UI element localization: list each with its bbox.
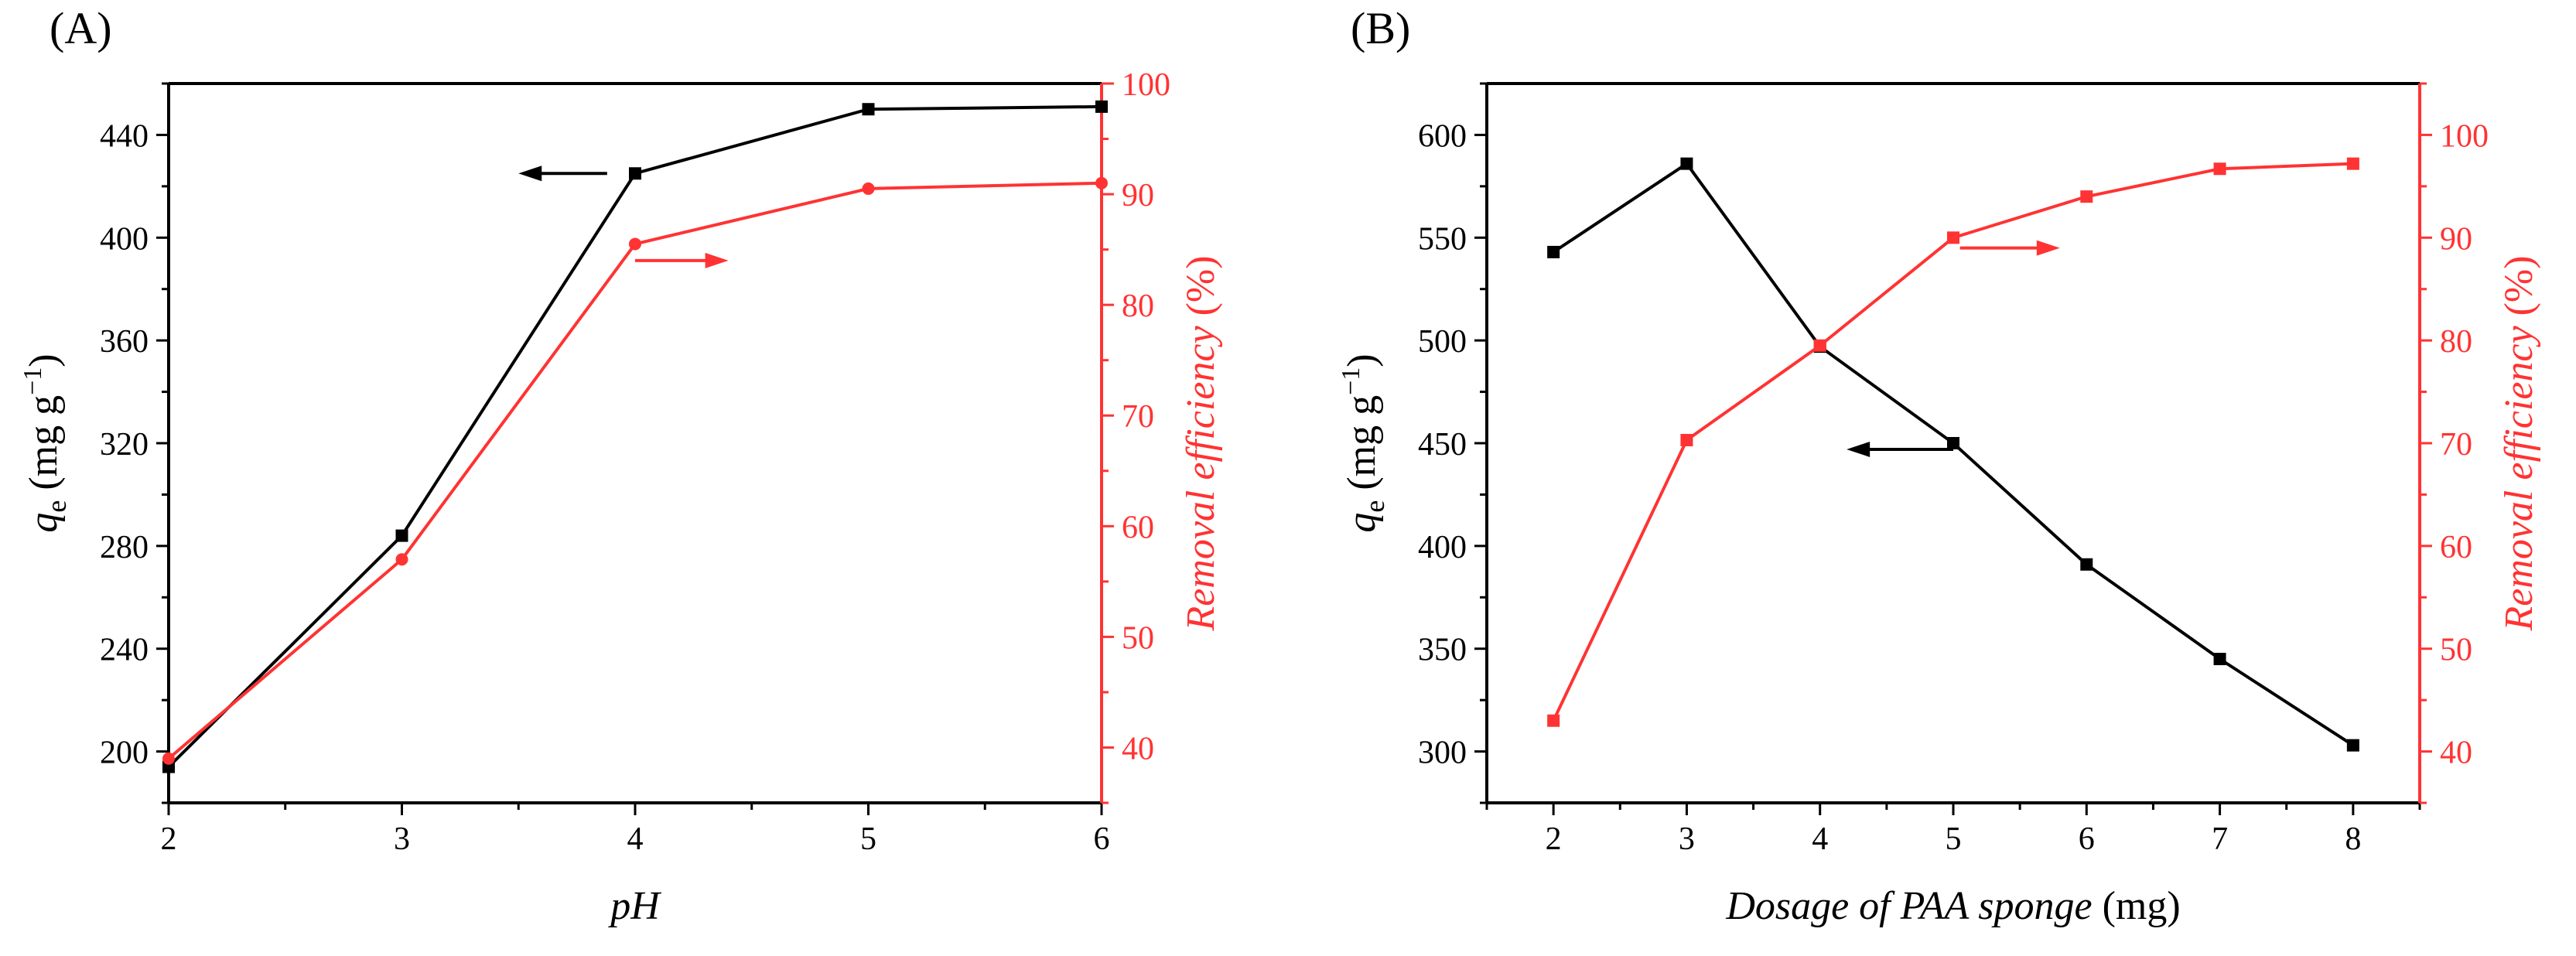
panel-b-y-left-tick-label: 600	[1418, 118, 1467, 154]
panel-a-y-left-axis-label: qe (mg g−1)	[19, 353, 72, 532]
panel-b-y-left-tick-label: 450	[1418, 427, 1467, 463]
panel-a-y-left-label-symbol: q	[22, 513, 66, 533]
panel-b-arrow-right-head	[2036, 240, 2060, 256]
panel-a-y-left-tick-label: 200	[100, 736, 149, 771]
panel-b-y-right-tick-label: 90	[2440, 221, 2472, 257]
panel-b-y-left-tick-label: 400	[1418, 530, 1467, 565]
panel-a-qe-point	[629, 167, 641, 180]
panel-b-y-left-tick-label: 300	[1418, 736, 1467, 771]
panel-b-y-left-label-sub: e	[1359, 500, 1390, 513]
panel-b-x-axis-label: Dosage of PAA sponge (mg)	[1725, 884, 2180, 928]
panel-b-y-left-axis-label: qe (mg g−1)	[1337, 353, 1390, 532]
panel-b-y-left-label-unit: (mg g	[1340, 395, 1384, 500]
panel-b-y-left-tick-label: 550	[1418, 221, 1467, 257]
panel-a-label: (A)	[50, 3, 112, 53]
panel-a-removal-point	[395, 553, 408, 566]
panel-a-arrow-right-head	[705, 252, 729, 268]
panel-b-removal-point	[1547, 714, 1560, 727]
panel-a-arrow-left-head	[518, 166, 542, 182]
panel-a-x-axis-label: pH	[607, 884, 661, 928]
panel-b-y-left-tick-label: 500	[1418, 324, 1467, 360]
panel-b-qe-point	[1947, 437, 1959, 449]
panel-a-removal-vs-ph: 2 3 4 5 6 200 240 280 320 360 400 440 40 50 60 70 80 90 10…	[19, 3, 1223, 928]
panel-a-y-left-tick-label: 240	[100, 633, 149, 668]
panel-a-y-left-tick-label: 360	[100, 324, 149, 360]
panel-b-removal-point	[2213, 162, 2226, 176]
panel-a-y-right-label-unit: (%)	[1179, 255, 1223, 326]
panel-a-y-right-tick-label: 80	[1122, 289, 1154, 324]
panel-b-removal-point	[2080, 190, 2093, 203]
panel-a-x-tick-label: 5	[860, 821, 876, 857]
panel-b-y-right-tick-label: 70	[2440, 427, 2472, 463]
panel-b-x-tick-label: 2	[1546, 821, 1562, 857]
panel-a-x-tick-label: 6	[1094, 821, 1110, 857]
panel-a-y-left-label-close: )	[22, 353, 66, 367]
panel-b-removal-vs-dosage: 2 3 4 5 6 7 8 300 350 400 450 500 550 600 40 50 60 70 80 90…	[1337, 3, 2541, 928]
panel-a-removal-point	[162, 752, 175, 765]
panel-b-qe-point	[1547, 245, 1560, 258]
panel-b-x-tick-label: 5	[1946, 821, 1962, 857]
panel-b-y-right-tick-label: 60	[2440, 530, 2472, 565]
panel-b-qe-point	[1680, 157, 1693, 170]
panel-a-y-left-tick-label: 280	[100, 530, 149, 565]
panel-a-y-left-label-exp: −1	[19, 367, 47, 395]
panel-a-y-right-tick-label: 90	[1122, 178, 1154, 213]
panel-b-y-left-label-symbol: q	[1340, 513, 1384, 533]
panel-b-removal-point	[1680, 434, 1693, 447]
panel-b-x-tick-label: 6	[2079, 821, 2095, 857]
panel-b-y-right-tick-label: 40	[2440, 736, 2472, 771]
panel-b-x-tick-label: 3	[1679, 821, 1695, 857]
panel-a-y-right-tick-label: 100	[1122, 67, 1170, 103]
panel-a-series-qe-line	[167, 104, 1102, 768]
panel-a-qe-point	[395, 529, 408, 542]
panel-b-y-right-label-unit: (%)	[2497, 255, 2541, 326]
panel-a-x-tick-label: 4	[627, 821, 644, 857]
panel-b-arrow-left-head	[1847, 441, 1871, 457]
panel-a-y-right-label-main: Removal efficiency	[1179, 326, 1223, 632]
panel-a-qe-point	[1095, 100, 1108, 113]
panel-b-removal-point	[1813, 339, 1826, 352]
panel-b-label: (B)	[1351, 3, 1410, 53]
panel-b-qe-point	[2080, 558, 2093, 571]
panel-a-x-tick-label: 2	[161, 821, 177, 857]
panel-b-series-qe-line	[1553, 161, 2354, 747]
panel-a-y-right-axis-label: Removal efficiency (%)	[1179, 255, 1223, 631]
panel-a-y-right-tick-label: 50	[1122, 620, 1154, 656]
panel-a-x-tick-label: 3	[394, 821, 410, 857]
panel-a-removal-point	[862, 182, 875, 195]
panel-b-removal-point	[2346, 157, 2359, 170]
panel-a-removal-point	[629, 237, 641, 251]
panel-a-series-removal-line	[167, 181, 1102, 760]
panel-b-y-right-tick-label: 50	[2440, 633, 2472, 668]
panel-b-y-right-tick-label: 80	[2440, 324, 2472, 360]
panel-b-x-axis-label-main: Dosage of PAA sponge	[1725, 884, 2092, 928]
panel-b-removal-point	[1947, 231, 1959, 244]
panel-a-y-left-label-unit: (mg g	[22, 395, 66, 500]
panel-b-y-left-tick-label: 350	[1418, 633, 1467, 668]
panel-a-y-left-tick-label: 320	[100, 427, 149, 463]
panel-a-y-right-tick-label: 40	[1122, 731, 1154, 767]
panel-a-y-left-tick-label: 400	[100, 221, 149, 257]
panel-b-y-right-axis-label: Removal efficiency (%)	[2497, 255, 2541, 631]
panel-a-removal-point	[1095, 176, 1108, 189]
panel-b-y-left-label-close: )	[1340, 353, 1384, 367]
panel-b-x-tick-label: 7	[2212, 821, 2228, 857]
panel-b-y-left-label-exp: −1	[1337, 367, 1365, 395]
panel-b-x-tick-label: 8	[2345, 821, 2361, 857]
panel-b-qe-point	[2346, 739, 2359, 752]
panel-b-x-axis-label-unit: (mg)	[2093, 884, 2181, 928]
panel-a-qe-point	[862, 103, 875, 116]
panel-b-qe-point	[2213, 653, 2226, 665]
panel-a-y-right-tick-label: 60	[1122, 510, 1154, 545]
panel-b-y-right-label-main: Removal efficiency	[2497, 326, 2541, 632]
panel-a-y-left-label-sub: e	[41, 500, 72, 513]
panel-a-y-right-tick-label: 70	[1122, 399, 1154, 435]
panel-a-y-left-tick-label: 440	[100, 118, 149, 154]
panel-b-y-right-tick-label: 100	[2440, 118, 2489, 154]
panel-a-x-axis-label-main: pH	[607, 884, 661, 928]
panel-b-x-tick-label: 4	[1812, 821, 1828, 857]
